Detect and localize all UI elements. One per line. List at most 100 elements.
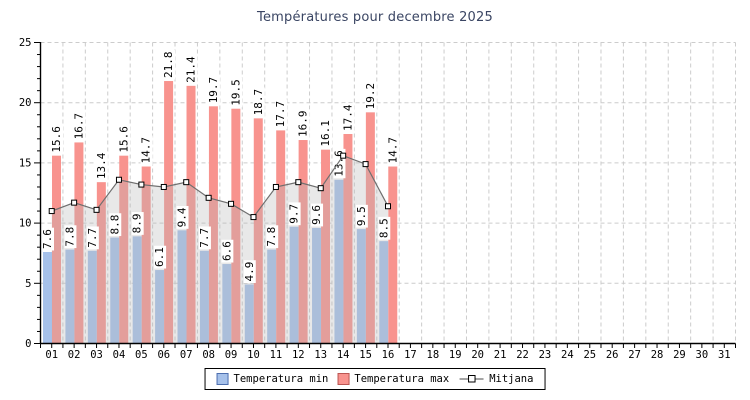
legend-swatch-max-icon xyxy=(337,373,350,385)
min-bar xyxy=(199,250,209,344)
value-label: 15.6 xyxy=(50,124,63,155)
svg-text:9.5: 9.5 xyxy=(355,206,368,226)
mean-marker xyxy=(317,185,324,192)
x-tick-label: 30 xyxy=(696,349,709,361)
value-label: 8.5 xyxy=(377,216,391,240)
min-bar xyxy=(289,226,299,344)
max-bar xyxy=(164,81,174,344)
mean-marker xyxy=(93,206,100,213)
x-tick-label: 13 xyxy=(314,349,327,361)
svg-text:7.7: 7.7 xyxy=(198,228,211,248)
svg-text:21.8: 21.8 xyxy=(162,52,175,79)
min-bar xyxy=(222,264,232,344)
value-label: 19.7 xyxy=(207,75,220,105)
value-label: 16.9 xyxy=(297,109,310,139)
min-bar xyxy=(43,251,52,344)
svg-text:7.8: 7.8 xyxy=(63,227,76,247)
svg-text:18.7: 18.7 xyxy=(252,89,265,116)
value-label: 9.7 xyxy=(288,202,301,226)
value-label: 21.4 xyxy=(185,54,198,85)
svg-text:15.6: 15.6 xyxy=(50,126,63,153)
x-tick-label: 06 xyxy=(157,349,170,361)
x-tick-label: 15 xyxy=(359,349,372,361)
mean-marker xyxy=(183,179,190,186)
x-tick-label: 14 xyxy=(337,349,350,361)
x-tick-label: 05 xyxy=(135,349,148,361)
svg-text:8.8: 8.8 xyxy=(108,215,121,235)
value-label: 8.9 xyxy=(131,212,144,235)
x-tick-label: 28 xyxy=(651,349,664,361)
max-bar xyxy=(321,149,331,344)
min-bar xyxy=(87,250,97,344)
svg-text:14.7: 14.7 xyxy=(140,137,153,164)
value-label: 16.1 xyxy=(319,118,333,149)
mean-marker xyxy=(205,194,212,201)
max-bar xyxy=(119,155,129,344)
mean-area xyxy=(51,155,388,344)
x-tick-label: 11 xyxy=(270,349,283,361)
mean-marker xyxy=(272,183,279,190)
legend-label-min: Temperatura min xyxy=(233,373,329,385)
x-tick-label: 18 xyxy=(427,349,440,361)
y-tick-label: 25 xyxy=(19,37,32,49)
x-tick-label: 22 xyxy=(516,349,529,361)
x-tick-label: 21 xyxy=(494,349,507,361)
max-bar xyxy=(208,106,218,344)
value-label: 8.8 xyxy=(108,213,122,237)
max-bar xyxy=(96,182,106,344)
value-label: 17.7 xyxy=(274,99,288,129)
x-axis-labels: 01 02 03 04 05 06 07 08 09 10 11 12 13 14 15 16 17 18 19 20… xyxy=(45,349,730,361)
mean-marker xyxy=(228,200,235,207)
svg-text:9.7: 9.7 xyxy=(288,204,301,224)
mean-markers xyxy=(48,152,391,221)
mean-marker xyxy=(250,214,257,221)
legend-item-max: Temperatura max xyxy=(337,373,449,385)
mean-marker xyxy=(160,183,167,190)
x-tick-label: 09 xyxy=(225,349,238,361)
svg-text:19.2: 19.2 xyxy=(364,83,377,110)
value-label: 21.8 xyxy=(162,50,176,80)
svg-text:16.1: 16.1 xyxy=(319,120,332,147)
y-axis-labels: 0 5 10 15 20 25 xyxy=(19,37,32,350)
max-bar xyxy=(388,166,398,344)
chart-title: Températures pour decembre 2025 xyxy=(257,10,493,25)
legend-item-mean: Mitjana xyxy=(458,373,533,385)
x-tick-label: 04 xyxy=(113,349,126,361)
svg-text:9.6: 9.6 xyxy=(310,205,323,225)
value-label: 19.5 xyxy=(229,77,243,108)
value-label: 7.8 xyxy=(265,225,279,249)
min-bar xyxy=(132,236,142,344)
legend-label-max: Temperatura max xyxy=(354,373,450,385)
svg-text:15.6: 15.6 xyxy=(117,126,130,153)
max-bar xyxy=(298,140,308,344)
x-tick-label: 23 xyxy=(539,349,552,361)
value-label: 6.1 xyxy=(153,245,167,269)
value-label: 7.7 xyxy=(198,226,211,250)
legend-swatch-min-icon xyxy=(216,373,229,385)
value-label: 13.4 xyxy=(95,151,108,181)
x-tick-label: 16 xyxy=(382,349,395,361)
svg-text:19.5: 19.5 xyxy=(229,79,242,106)
value-label: 17.4 xyxy=(341,103,355,133)
svg-text:6.1: 6.1 xyxy=(153,247,166,267)
value-label: 6.6 xyxy=(220,239,234,263)
max-bar xyxy=(74,142,84,344)
y-tick-label: 5 xyxy=(25,278,31,290)
legend-mean-marker-icon xyxy=(458,373,484,385)
y-tick-label: 15 xyxy=(19,157,32,169)
bars xyxy=(43,81,398,344)
value-label: 18.7 xyxy=(252,87,265,117)
value-label: 14.7 xyxy=(140,135,153,166)
value-label: 15.6 xyxy=(117,124,131,155)
value-label: 7.7 xyxy=(86,226,99,250)
x-tick-label: 07 xyxy=(180,349,193,361)
value-label: 9.4 xyxy=(176,206,189,229)
svg-text:17.7: 17.7 xyxy=(274,101,287,128)
svg-text:7.6: 7.6 xyxy=(41,229,54,249)
x-tick-label: 26 xyxy=(606,349,619,361)
y-tick-label: 0 xyxy=(25,338,31,350)
min-bar xyxy=(356,229,366,344)
x-tick-label: 01 xyxy=(45,349,58,361)
svg-text:7.7: 7.7 xyxy=(86,228,99,248)
mean-line xyxy=(51,154,389,218)
